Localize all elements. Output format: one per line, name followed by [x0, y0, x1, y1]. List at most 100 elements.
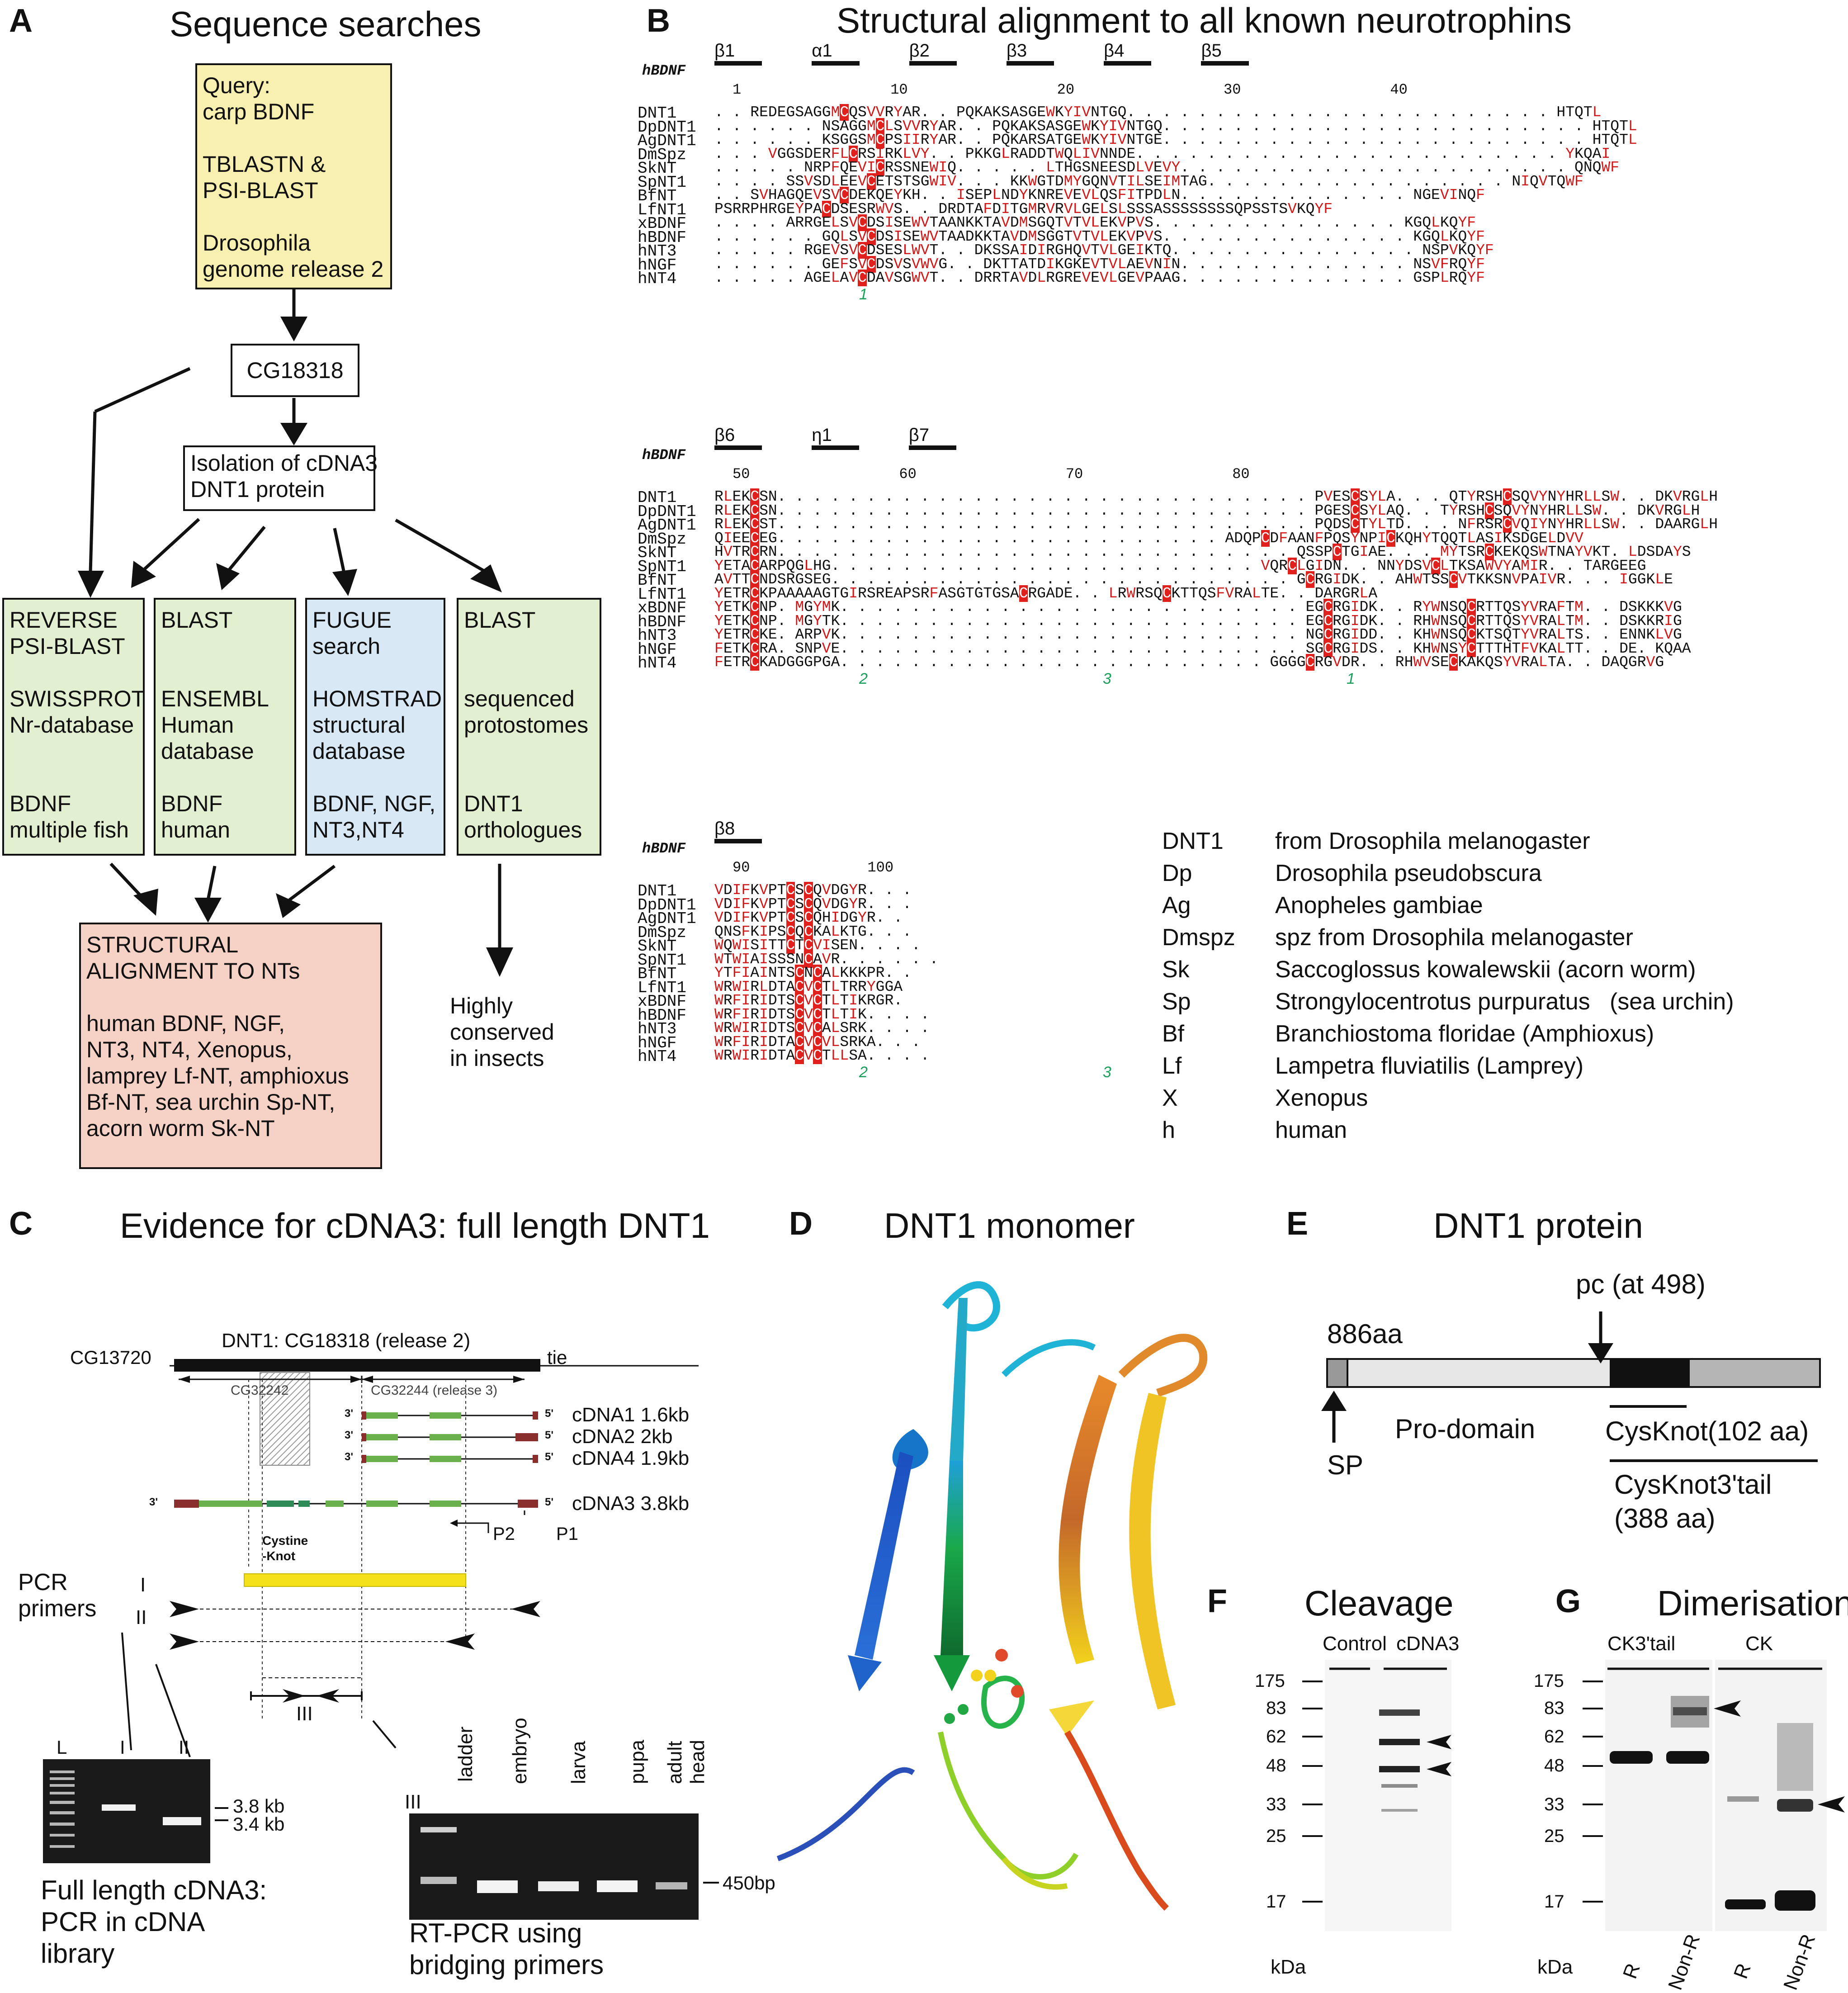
cdna1-label: cDNA1 1.6kb [572, 1404, 690, 1426]
isolation-line: DNT1 protein [190, 477, 325, 502]
dnt1-ribbon-structure [776, 1281, 1208, 1911]
panel-a-title: Sequence searches [170, 4, 482, 44]
structural-line: acorn worm Sk-NT [86, 1116, 275, 1141]
sequence-name: hBDNF [638, 1006, 687, 1025]
panel-e-label: E [1286, 1206, 1309, 1242]
marker-83: 83 [1266, 1698, 1286, 1718]
sequence-row: . . . . SSVSDLEEVCETSTSGWIV. . . KKWGTDM… [714, 173, 1583, 190]
sequence-name: BfNT [638, 965, 677, 983]
cysknot-tail-line: CysKnot3'tail [1614, 1469, 1772, 1500]
panel-a-label: A [9, 3, 33, 39]
sequence-row: . . . . . RGEVSVCDSESLWVT. . DKSSAIDIRGH… [714, 242, 1494, 259]
secondary-structure-label: η1 [812, 425, 859, 450]
sequence-name: hNGF [638, 1033, 677, 1052]
cg32242-label: CG32242 [231, 1383, 289, 1398]
secondary-structure-label: β1 [714, 41, 762, 66]
sequence-name: hNT4 [638, 270, 677, 288]
protein-length: 886aa [1327, 1319, 1403, 1349]
search-box-line [464, 764, 594, 791]
legend-description: Saccoglossus kowalewskii (acorn worm) [1275, 956, 1696, 983]
search-box-line [9, 764, 137, 791]
cystine-knot-line: Cystine [262, 1534, 308, 1548]
sequence-name: hNT3 [638, 1020, 677, 1038]
gel1-size-34: 3.4 kb [233, 1813, 285, 1835]
legend-abbreviation: Sp [1162, 989, 1191, 1015]
marker-83-g: 83 [1544, 1698, 1564, 1718]
sequence-name: hBDNF [638, 228, 687, 247]
sequence-name: SkNT [638, 937, 677, 956]
cg18318-label: CG18318 [246, 358, 344, 383]
sequence-row: WRWIRIDTACVCTLLSA. . . . [714, 1047, 930, 1064]
secondary-structure-label: β2 [909, 41, 957, 66]
sequence-row: WRWIRLDTACVCTLTRRYGGA [714, 978, 903, 995]
residue-number-track: 50 60 70 80 [733, 466, 1250, 483]
reference-sequence-label: hBDNF [642, 840, 686, 857]
cg18318-box: CG18318 [231, 344, 359, 397]
sequence-row: FETRCKADGGGPGA. . . . . . . . . . . . . … [714, 654, 1664, 671]
structural-alignment-box: STRUCTURAL ALIGNMENT TO NTs human BDNF, … [79, 923, 382, 1169]
gel2-size-450: 450bp [723, 1872, 775, 1894]
sequence-name: hNGF [638, 640, 677, 659]
sequence-name: SpNT1 [638, 557, 687, 576]
cdna2-label: cDNA2 2kb [572, 1425, 673, 1448]
secondary-structure-label: β7 [908, 425, 957, 450]
search-box-line: protostomes [464, 712, 589, 738]
pcr-primers-line: primers [18, 1595, 97, 1622]
query-line: Drosophila [203, 230, 311, 256]
sequence-name: hNT3 [638, 626, 677, 645]
gel1-caption-line: Full length cDNA3: [41, 1875, 267, 1905]
cysknot-tail-line: (388 aa) [1614, 1503, 1716, 1534]
conserved-line: in insects [450, 1046, 544, 1071]
cysteine-pair-mark: 2 [859, 1063, 868, 1081]
panel-c-label: C [9, 1206, 33, 1242]
search-box-line [161, 633, 289, 659]
panel-c-gene-diagram [43, 1359, 719, 1920]
gel2-lane-ladder: ladder [454, 1726, 477, 1782]
cysknot-tail-label: CysKnot3'tail (388 aa) [1614, 1468, 1772, 1535]
alignment-area: hBDNF β1 α1 β2 β3 β4 β5 1 10 20 30 40 DNT1 . . REDEGS… [638, 41, 1845, 1153]
sequence-row: AVTTCNDSRGSEG. . . . . . . . . . . . . .… [714, 571, 1673, 588]
cdna2-3prime: 3' [345, 1429, 354, 1441]
blot-g [1583, 1660, 1845, 1931]
cdna1-5prime: 5' [545, 1407, 554, 1420]
sequence-row: WRFIRIDTACVCVLSRKA. . . [714, 1033, 921, 1051]
sequence-row: QNSFKIPSCQCKALKTG. . . [714, 923, 912, 940]
conserved-line: conserved [450, 1019, 554, 1045]
gel-2 [409, 1813, 699, 1920]
search-box-line: SWISSPROT [9, 686, 146, 711]
legend-row: Lf Lampetra fluviatilis (Lamprey) [1162, 1052, 1583, 1079]
sequence-name: DNT1 [638, 882, 677, 900]
cdna1-3prime: 3' [345, 1407, 354, 1420]
search-box-line: multiple fish [9, 817, 129, 843]
species-legend: DNT1 from Drosophila melanogaster Dp Drosop… [1162, 828, 1831, 1153]
primer-p2: P2 [493, 1524, 515, 1544]
panel-e-title: DNT1 protein [1433, 1206, 1643, 1245]
legend-description: spz from Drosophila melanogaster [1275, 924, 1633, 951]
structural-line: lamprey Lf-NT, amphioxus [86, 1063, 349, 1089]
legend-abbreviation: h [1162, 1117, 1175, 1143]
query-line: Query: [203, 73, 271, 98]
cysteine-pair-mark: 3 [1102, 670, 1111, 687]
gel2-lane-adult: adult [664, 1741, 686, 1784]
search-box-line: structural [312, 712, 406, 738]
secondary-structure-label: β8 [714, 819, 762, 843]
cysteine-pair-mark: 1 [859, 285, 868, 303]
gel1-caption-line: PCR in cDNA [41, 1907, 205, 1937]
legend-description: human [1275, 1117, 1347, 1143]
sequence-row: WRFIRIDTSCVCTLTIK. . . . [714, 1006, 930, 1023]
alignment-block: hBDNF β8 90 100 DNT1 VDIFKVPTCSCQVDGYR. . . Dp… [638, 819, 1845, 1144]
kda-label-g: kDa [1537, 1956, 1573, 1978]
legend-row: Sp Strongylocentrotus purpuratus (sea urc… [1162, 988, 1734, 1015]
sequence-row: RLEKCST. . . . . . . . . . . . . . . . .… [714, 516, 1718, 533]
cysknot-label: CysKnot(102 aa) [1605, 1416, 1809, 1446]
legend-abbreviation: Ag [1162, 892, 1191, 918]
legend-row: Dp Drosophila pseudobscura [1162, 860, 1542, 887]
blot-g-group-ck: CK [1745, 1633, 1773, 1655]
residue-number: 50 [733, 466, 750, 483]
gel1-size-38: 3.8 kb [233, 1795, 285, 1817]
sequence-name: LfNT1 [638, 200, 687, 219]
structural-line: ALIGNMENT TO NTs [86, 958, 300, 984]
search-box-line: database [161, 738, 254, 764]
sequence-name: DmSpz [638, 145, 687, 164]
legend-abbreviation: Bf [1162, 1021, 1185, 1047]
